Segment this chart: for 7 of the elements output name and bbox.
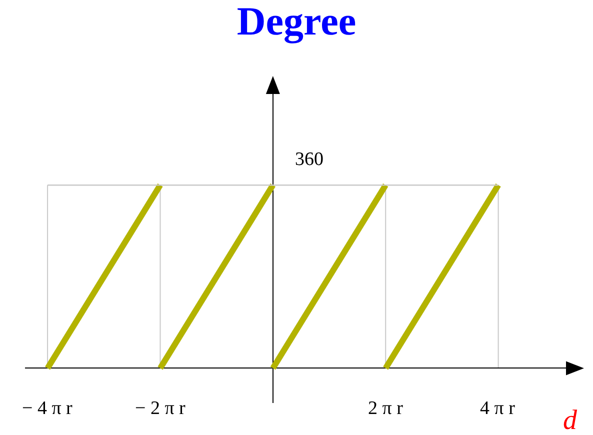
x-tick-label: − 2 π r: [135, 398, 186, 419]
x-tick-label: 4 π r: [480, 398, 516, 419]
annotation: 360: [295, 149, 324, 170]
chart-title: Degree: [236, 0, 356, 44]
x-tick-label: 2 π r: [368, 398, 404, 419]
x-tick-label: − 4 π r: [22, 398, 74, 419]
x-axis-title: d: [563, 405, 578, 435]
